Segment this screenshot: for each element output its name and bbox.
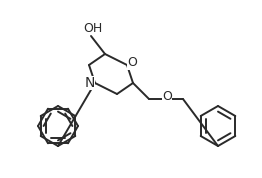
Text: O: O	[127, 56, 137, 69]
Text: O: O	[162, 90, 172, 103]
Text: OH: OH	[83, 22, 103, 35]
Text: N: N	[85, 76, 95, 90]
